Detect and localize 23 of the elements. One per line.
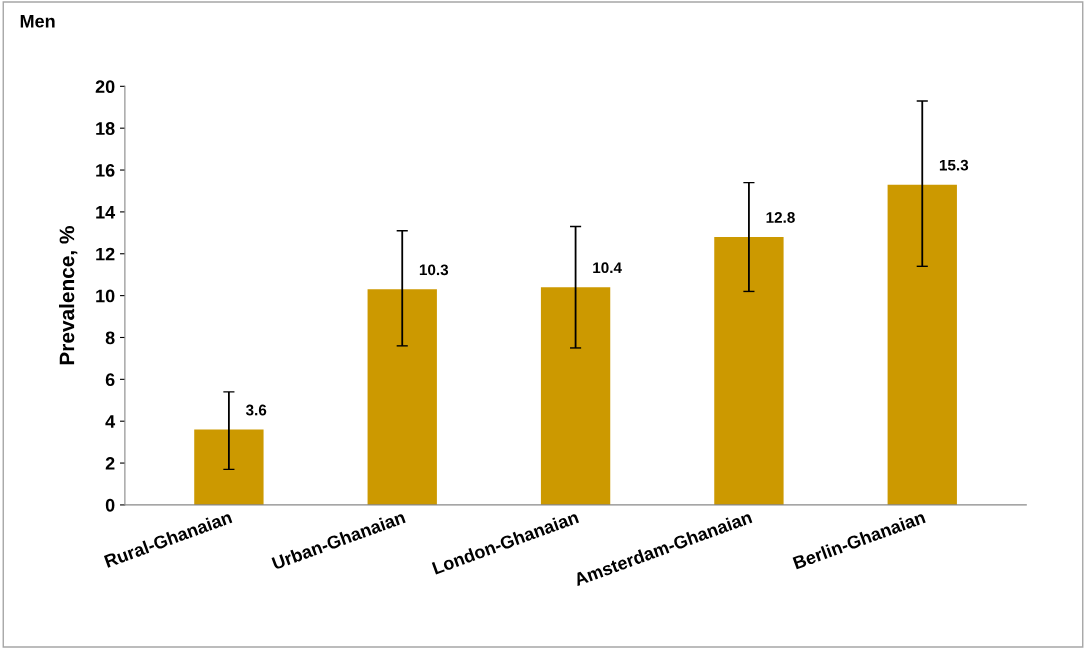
y-tick-label: 8 (105, 331, 115, 345)
bar (194, 429, 264, 505)
bar (367, 289, 437, 505)
data-label: 12.8 (766, 212, 795, 223)
data-label: 10.4 (593, 262, 622, 274)
y-tick-label: 20 (95, 80, 115, 94)
chart-title: Men (20, 14, 55, 28)
data-label: 15.3 (939, 159, 969, 171)
y-tick-label: 16 (96, 163, 115, 177)
y-tick-label: 4 (105, 415, 116, 428)
bar (887, 184, 957, 505)
y-axis-title: Prevalence, % (59, 226, 78, 365)
data-label: 10.3 (419, 264, 449, 276)
y-tick-label: 6 (105, 373, 115, 387)
y-tick-label: 18 (96, 122, 115, 135)
y-tick-label: 14 (96, 206, 116, 219)
y-tick-label: 12 (96, 247, 115, 261)
data-label: 3.6 (245, 404, 267, 416)
y-tick-label: 10 (96, 289, 115, 303)
bar (714, 237, 784, 505)
y-tick-label: 2 (105, 457, 115, 470)
bar (540, 287, 611, 505)
y-tick-label: 0 (105, 498, 115, 512)
